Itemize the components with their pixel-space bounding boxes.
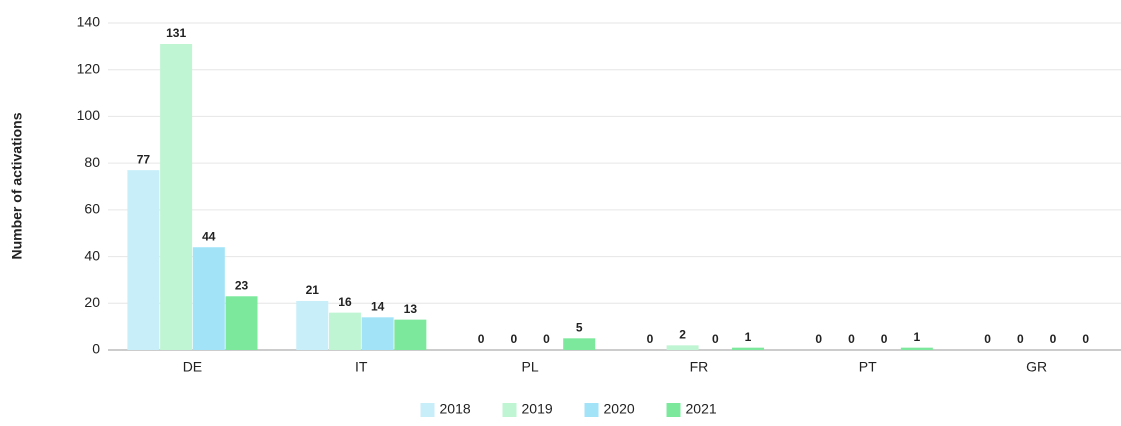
value-label: 0 <box>1050 332 1057 346</box>
bar <box>732 347 765 350</box>
bar <box>394 319 427 350</box>
y-tick-label: 80 <box>84 154 100 170</box>
value-label: 0 <box>848 332 855 346</box>
x-tick-label: DE <box>183 359 202 375</box>
value-label: 0 <box>815 332 822 346</box>
bar <box>192 247 225 350</box>
bar <box>361 317 394 350</box>
value-label: 0 <box>647 332 654 346</box>
bar <box>328 312 361 350</box>
value-label: 14 <box>371 299 385 313</box>
value-label: 0 <box>1082 332 1089 346</box>
value-label: 44 <box>202 229 216 243</box>
y-tick-label: 0 <box>92 341 100 357</box>
legend-swatch <box>584 403 599 417</box>
value-label: 0 <box>543 332 550 346</box>
value-label: 0 <box>1017 332 1024 346</box>
y-tick-label: 40 <box>84 247 100 263</box>
value-label: 5 <box>576 320 583 334</box>
value-label: 0 <box>984 332 991 346</box>
value-label: 77 <box>137 152 151 166</box>
y-axis-label: Number of activations <box>9 112 25 259</box>
x-tick-label: FR <box>690 359 709 375</box>
bar <box>160 44 193 351</box>
legend-swatch <box>502 403 517 417</box>
bar <box>127 170 160 350</box>
y-tick-label: 60 <box>84 201 100 217</box>
y-tick-label: 140 <box>77 14 101 30</box>
value-label: 0 <box>881 332 888 346</box>
legend-label: 2020 <box>604 401 635 417</box>
bar <box>666 345 699 350</box>
bar <box>563 338 596 350</box>
y-tick-label: 120 <box>77 60 101 76</box>
legend-label: 2018 <box>440 401 471 417</box>
value-label: 131 <box>166 26 186 40</box>
value-label: 0 <box>478 332 485 346</box>
value-label: 0 <box>712 332 719 346</box>
value-label: 2 <box>679 328 686 342</box>
legend-swatch <box>420 403 435 417</box>
value-label: 23 <box>235 278 249 292</box>
bar <box>296 300 329 350</box>
legend-label: 2019 <box>522 401 553 417</box>
x-tick-label: PL <box>522 359 539 375</box>
x-tick-label: PT <box>859 359 877 375</box>
value-label: 0 <box>510 332 517 346</box>
value-label: 13 <box>404 302 418 316</box>
x-tick-label: IT <box>355 359 368 375</box>
y-tick-label: 100 <box>77 107 101 123</box>
value-label: 16 <box>338 295 352 309</box>
value-label: 1 <box>914 330 921 344</box>
y-tick-label: 20 <box>84 294 100 310</box>
value-label: 1 <box>745 330 752 344</box>
legend-label: 2021 <box>686 401 717 417</box>
x-tick-label: GR <box>1026 359 1047 375</box>
bar <box>900 347 933 350</box>
value-label: 21 <box>306 283 320 297</box>
legend-swatch <box>666 403 681 417</box>
bar <box>225 296 258 350</box>
